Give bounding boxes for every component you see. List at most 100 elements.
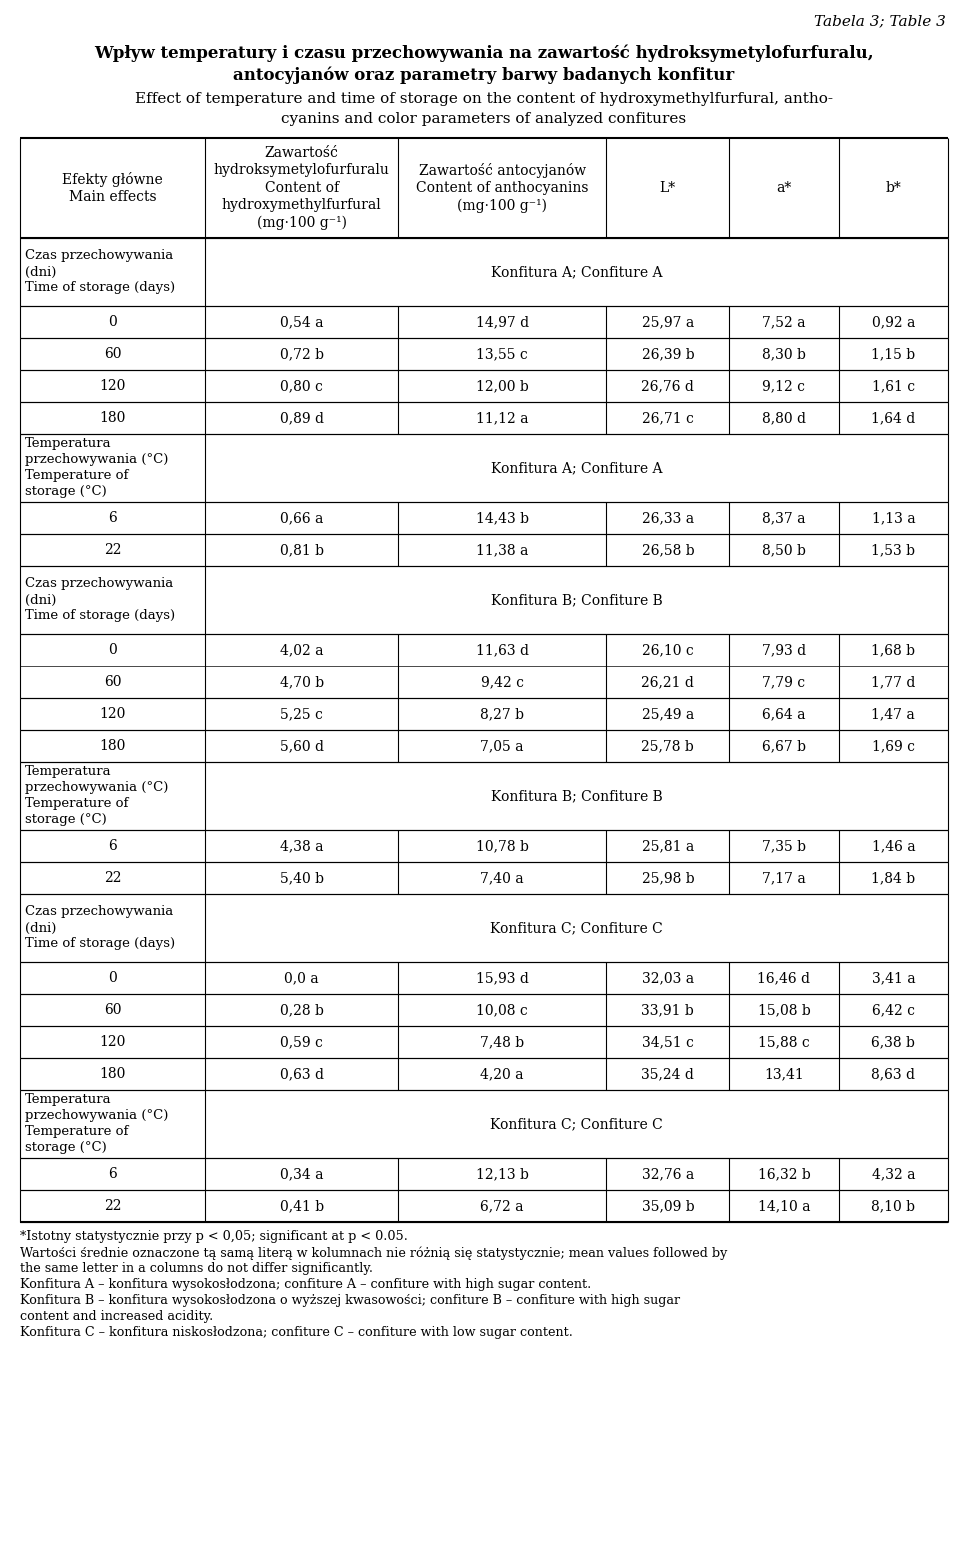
Text: Konfitura C; Confiture C: Konfitura C; Confiture C (491, 922, 663, 936)
Text: 26,33 a: 26,33 a (642, 511, 694, 525)
Text: 6: 6 (108, 1167, 117, 1181)
Text: 26,10 c: 26,10 c (642, 643, 694, 657)
Text: 0,41 b: 0,41 b (279, 1200, 324, 1214)
Text: 10,78 b: 10,78 b (476, 839, 529, 853)
Text: 120: 120 (100, 707, 126, 721)
Text: a*: a* (777, 180, 792, 194)
Text: 0,66 a: 0,66 a (280, 511, 324, 525)
Text: 0: 0 (108, 643, 117, 657)
Text: 6,42 c: 6,42 c (872, 1002, 915, 1016)
Text: 11,12 a: 11,12 a (476, 410, 528, 424)
Text: 6: 6 (108, 839, 117, 853)
Text: 26,76 d: 26,76 d (641, 379, 694, 393)
Text: Konfitura A; Confiture A: Konfitura A; Confiture A (491, 266, 662, 280)
Text: 8,10 b: 8,10 b (872, 1200, 915, 1214)
Text: 3,41 a: 3,41 a (872, 971, 915, 985)
Text: 15,93 d: 15,93 d (476, 971, 529, 985)
Text: 25,78 b: 25,78 b (641, 740, 694, 754)
Text: Efekty główne
Main effects: Efekty główne Main effects (62, 172, 163, 204)
Text: Czas przechowywania
(dni)
Time of storage (days): Czas przechowywania (dni) Time of storag… (25, 578, 175, 623)
Text: 25,97 a: 25,97 a (641, 315, 694, 329)
Text: 0,89 d: 0,89 d (279, 410, 324, 424)
Text: 0,92 a: 0,92 a (872, 315, 915, 329)
Text: antocyjanów oraz parametry barwy badanych konfitur: antocyjanów oraz parametry barwy badanyc… (233, 65, 734, 84)
Text: 1,61 c: 1,61 c (872, 379, 915, 393)
Text: 60: 60 (104, 347, 122, 361)
Text: 4,02 a: 4,02 a (280, 643, 324, 657)
Text: 9,42 c: 9,42 c (481, 674, 524, 688)
Text: 120: 120 (100, 379, 126, 393)
Text: 0,54 a: 0,54 a (280, 315, 324, 329)
Text: 0,81 b: 0,81 b (279, 542, 324, 556)
Text: 1,13 a: 1,13 a (872, 511, 915, 525)
Text: 1,64 d: 1,64 d (871, 410, 916, 424)
Text: 7,79 c: 7,79 c (762, 674, 805, 688)
Text: 5,40 b: 5,40 b (279, 870, 324, 884)
Text: cyanins and color parameters of analyzed confitures: cyanins and color parameters of analyzed… (281, 112, 686, 126)
Text: 6,38 b: 6,38 b (872, 1035, 915, 1049)
Text: 10,08 c: 10,08 c (476, 1002, 528, 1016)
Text: 12,13 b: 12,13 b (476, 1167, 529, 1181)
Text: 26,71 c: 26,71 c (642, 410, 694, 424)
Text: 5,60 d: 5,60 d (279, 740, 324, 754)
Text: *Istotny statystycznie przy p < 0,05; significant at p < 0.05.: *Istotny statystycznie przy p < 0,05; si… (20, 1231, 408, 1243)
Text: 22: 22 (104, 1200, 122, 1214)
Text: 0,34 a: 0,34 a (280, 1167, 324, 1181)
Text: 35,24 d: 35,24 d (641, 1068, 694, 1082)
Text: Konfitura A; Confiture A: Konfitura A; Confiture A (491, 462, 662, 476)
Text: Wartości średnie oznaczone tą samą literą w kolumnach nie różnią się statystyczn: Wartości średnie oznaczone tą samą liter… (20, 1246, 728, 1259)
Text: Konfitura B; Confiture B: Konfitura B; Confiture B (491, 594, 662, 608)
Text: Konfitura B – konfitura wysokosłodzona o wyższej kwasowości; confiture B – confi: Konfitura B – konfitura wysokosłodzona o… (20, 1294, 680, 1307)
Text: 120: 120 (100, 1035, 126, 1049)
Text: 0: 0 (108, 315, 117, 329)
Text: 25,49 a: 25,49 a (641, 707, 694, 721)
Text: 6,72 a: 6,72 a (480, 1200, 524, 1214)
Text: 1,68 b: 1,68 b (872, 643, 915, 657)
Text: 180: 180 (100, 740, 126, 754)
Text: 22: 22 (104, 542, 122, 556)
Text: Temperatura
przechowywania (°C)
Temperature of
storage (°C): Temperatura przechowywania (°C) Temperat… (25, 438, 168, 499)
Text: 26,39 b: 26,39 b (641, 347, 694, 361)
Text: Tabela 3; Table 3: Tabela 3; Table 3 (814, 14, 946, 28)
Text: 26,21 d: 26,21 d (641, 674, 694, 688)
Text: 7,05 a: 7,05 a (480, 740, 524, 754)
Text: 1,84 b: 1,84 b (872, 870, 916, 884)
Text: 35,09 b: 35,09 b (641, 1200, 694, 1214)
Text: Zawartość antocyjanów
Content of anthocyanins
(mg·100 g⁻¹): Zawartość antocyjanów Content of anthocy… (416, 163, 588, 213)
Text: 1,46 a: 1,46 a (872, 839, 915, 853)
Text: 1,53 b: 1,53 b (872, 542, 915, 556)
Text: b*: b* (885, 180, 901, 194)
Text: 60: 60 (104, 1002, 122, 1016)
Text: 6,64 a: 6,64 a (762, 707, 805, 721)
Text: 11,38 a: 11,38 a (476, 542, 528, 556)
Text: 34,51 c: 34,51 c (642, 1035, 694, 1049)
Text: Effect of temperature and time of storage on the content of hydroxymethylfurfura: Effect of temperature and time of storag… (135, 92, 833, 106)
Text: 7,93 d: 7,93 d (762, 643, 806, 657)
Text: 0,0 a: 0,0 a (284, 971, 319, 985)
Text: 8,27 b: 8,27 b (480, 707, 524, 721)
Text: 16,46 d: 16,46 d (757, 971, 810, 985)
Text: 7,40 a: 7,40 a (480, 870, 524, 884)
Text: 14,10 a: 14,10 a (757, 1200, 810, 1214)
Text: 6,67 b: 6,67 b (762, 740, 806, 754)
Text: 4,70 b: 4,70 b (279, 674, 324, 688)
Text: Zawartość
hydroksymetylofurfuralu
Content of
hydroxymethylfurfural
(mg·100 g⁻¹): Zawartość hydroksymetylofurfuralu Conten… (214, 146, 390, 230)
Text: 4,38 a: 4,38 a (280, 839, 324, 853)
Text: 0,59 c: 0,59 c (280, 1035, 324, 1049)
Text: 14,43 b: 14,43 b (476, 511, 529, 525)
Text: 180: 180 (100, 410, 126, 424)
Text: Konfitura C; Confiture C: Konfitura C; Confiture C (491, 1117, 663, 1131)
Text: 7,17 a: 7,17 a (762, 870, 805, 884)
Text: 15,88 c: 15,88 c (758, 1035, 810, 1049)
Text: Temperatura
przechowywania (°C)
Temperature of
storage (°C): Temperatura przechowywania (°C) Temperat… (25, 1094, 168, 1155)
Text: 0,28 b: 0,28 b (279, 1002, 324, 1016)
Text: 22: 22 (104, 870, 122, 884)
Text: 8,50 b: 8,50 b (762, 542, 805, 556)
Text: 25,98 b: 25,98 b (641, 870, 694, 884)
Text: Temperatura
przechowywania (°C)
Temperature of
storage (°C): Temperatura przechowywania (°C) Temperat… (25, 766, 168, 827)
Text: 6: 6 (108, 511, 117, 525)
Text: 0: 0 (108, 971, 117, 985)
Text: 1,69 c: 1,69 c (872, 740, 915, 754)
Text: Konfitura A – konfitura wysokosłodzona; confiture A – confiture with high sugar : Konfitura A – konfitura wysokosłodzona; … (20, 1277, 591, 1291)
Text: 1,77 d: 1,77 d (871, 674, 916, 688)
